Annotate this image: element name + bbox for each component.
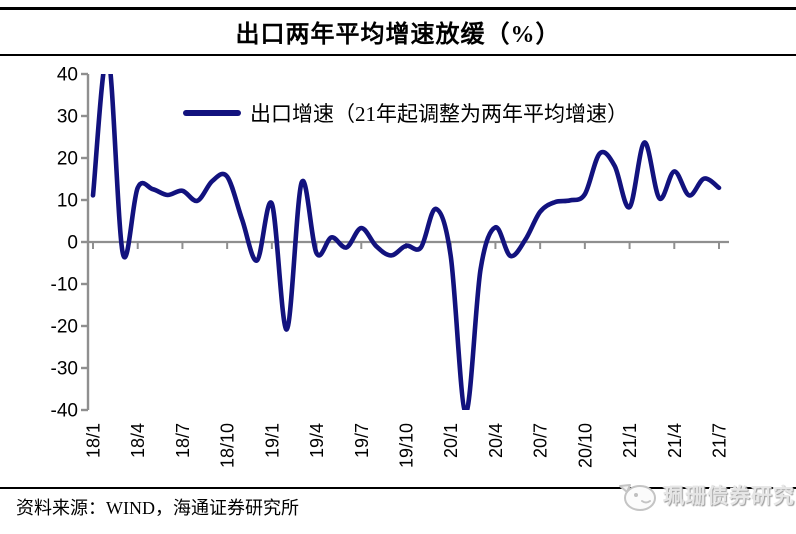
svg-text:19/1: 19/1 (262, 423, 282, 458)
svg-text:19/7: 19/7 (352, 423, 372, 458)
svg-text:18/7: 18/7 (173, 423, 193, 458)
svg-text:18/1: 18/1 (84, 423, 104, 458)
svg-text:20/4: 20/4 (486, 423, 506, 458)
y-axis: 40 30 20 10 0 -10 -20 -30 -40 (51, 65, 90, 422)
chart-title: 出口两年平均增速放缓（%） (235, 22, 561, 48)
svg-text:40: 40 (57, 65, 78, 86)
top-divider (0, 7, 796, 10)
x-axis-labels: 18/1 18/4 18/7 18/10 19/1 19/4 19/7 19/10 20/1 20… (84, 423, 730, 468)
svg-text:18/10: 18/10 (218, 423, 238, 468)
svg-text:10: 10 (57, 191, 78, 212)
svg-text:19/4: 19/4 (307, 423, 327, 458)
svg-text:-40: -40 (51, 401, 78, 422)
svg-text:20/10: 20/10 (575, 423, 595, 468)
svg-text:20: 20 (57, 149, 78, 170)
svg-text:18/4: 18/4 (128, 423, 148, 458)
svg-text:19/10: 19/10 (397, 423, 417, 468)
chart-legend: 出口增速（21年起调整为两年平均增速） (183, 98, 628, 128)
svg-text:21/7: 21/7 (710, 423, 730, 458)
footer-divider (0, 487, 796, 489)
svg-text:20/1: 20/1 (441, 423, 461, 458)
whale-mascot-icon (619, 484, 656, 511)
brand-watermark: 珮珊债券研究 (618, 474, 795, 516)
svg-text:-10: -10 (51, 275, 78, 296)
svg-text:20/7: 20/7 (531, 423, 551, 458)
legend-label: 出口增速（21年起调整为两年平均增速） (250, 102, 628, 126)
svg-text:0: 0 (67, 233, 78, 254)
title-divider (0, 54, 796, 56)
source-note: 资料来源：WIND，海通证券研究所 (16, 498, 299, 518)
svg-text:30: 30 (57, 107, 78, 128)
series-export-growth-line (90, 74, 722, 410)
svg-text:-30: -30 (51, 359, 78, 380)
svg-text:21/1: 21/1 (620, 423, 640, 458)
svg-text:21/4: 21/4 (665, 423, 685, 458)
legend-line-swatch (183, 110, 241, 116)
watermark-label: 珮珊债券研究 (663, 484, 795, 508)
svg-text:-20: -20 (51, 317, 78, 338)
